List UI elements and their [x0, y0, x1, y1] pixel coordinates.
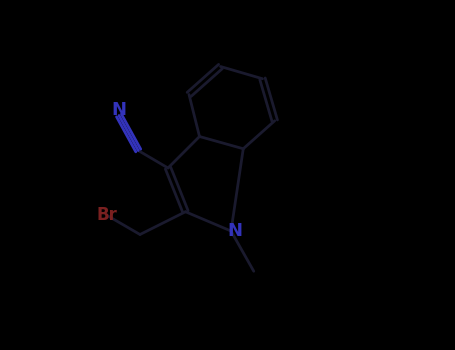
Text: N: N	[227, 222, 242, 240]
Text: Br: Br	[96, 206, 117, 224]
Text: N: N	[111, 101, 126, 119]
